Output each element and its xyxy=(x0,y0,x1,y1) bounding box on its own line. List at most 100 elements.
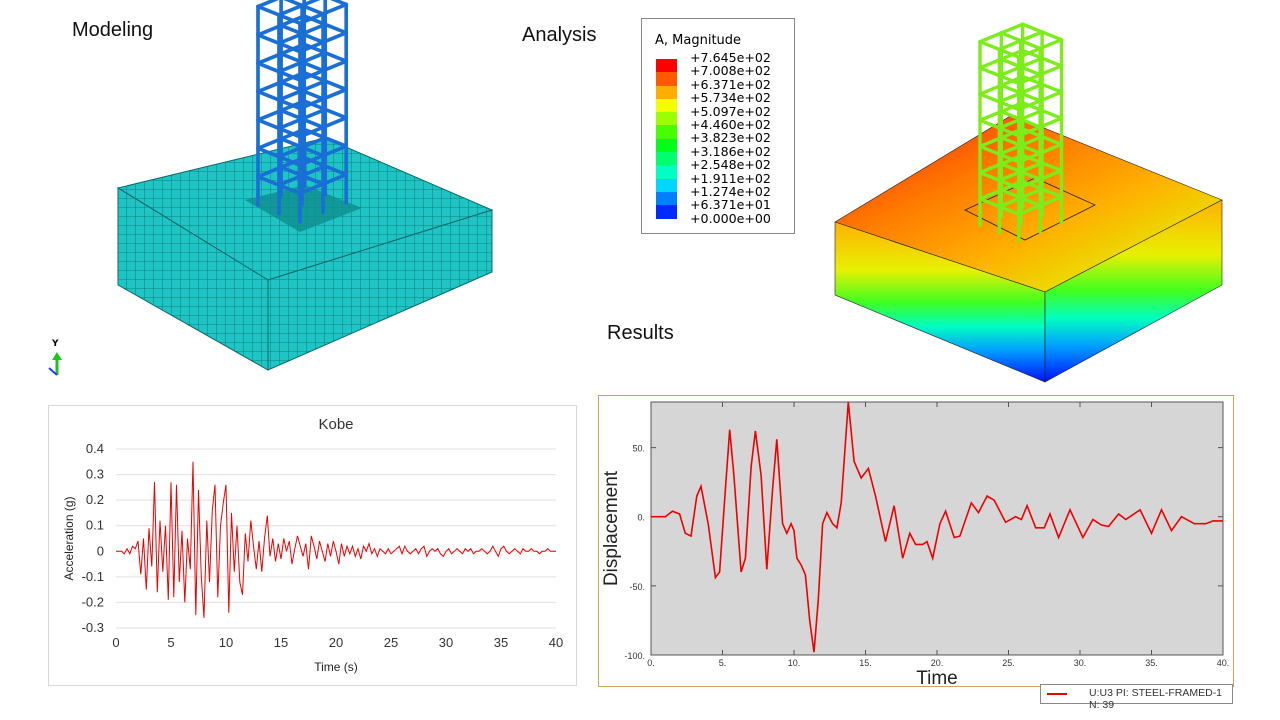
x-tick-label: 35. xyxy=(1145,658,1158,668)
frame-member xyxy=(277,79,328,102)
displacement-chart: 50. 0. -50. -100. 0. 5. 10. 15. 20. 25. 30. 35. 40. T… xyxy=(598,395,1234,689)
frame-member xyxy=(997,30,1044,52)
result-contour xyxy=(834,114,1223,383)
frame-member xyxy=(997,108,1044,130)
x-tick-label: 10 xyxy=(219,635,233,650)
y-tick-label: -50. xyxy=(629,582,645,592)
model-views: Y xyxy=(48,0,1223,383)
frame-member xyxy=(298,144,349,167)
contour-value: +3.823e+02 xyxy=(690,130,771,146)
frame-member xyxy=(298,116,349,139)
contour-value: +6.371e+01 xyxy=(690,197,771,213)
x-tick-label: 25. xyxy=(1002,658,1015,668)
contour-value: +3.186e+02 xyxy=(690,143,771,159)
x-tick-label: 15 xyxy=(274,635,288,650)
modeling-label: Modeling xyxy=(72,19,154,41)
y-tick-label: 50. xyxy=(632,444,645,454)
kobe-acceleration-chart: 0.4 0.3 0.2 0.1 0 -0.1 -0.2 -0.3 0 5 10 15 20 25 30 35 4… xyxy=(48,405,577,686)
y-tick-label: 0.1 xyxy=(86,518,104,533)
x-tick-label: 10. xyxy=(788,658,801,668)
frame-member xyxy=(277,135,328,159)
y-tick-label: -0.3 xyxy=(82,620,104,635)
x-axis-label: Time (s) xyxy=(314,660,358,674)
frame-member xyxy=(1017,64,1064,86)
contour-value: +4.460e+02 xyxy=(690,117,771,133)
y-tick-label: -0.2 xyxy=(82,594,104,609)
contour-color-bands xyxy=(656,59,677,219)
model-mesh xyxy=(116,137,494,371)
color-band xyxy=(656,178,677,192)
frame-member xyxy=(1017,38,1064,59)
frame-member xyxy=(978,48,1025,70)
x-tick-label: 15. xyxy=(859,658,872,668)
frame-member xyxy=(997,56,1044,78)
axis-y-label: Y xyxy=(51,339,59,349)
color-band xyxy=(656,152,677,166)
y-tick-label: 0.2 xyxy=(86,492,104,507)
contour-value: +1.911e+02 xyxy=(690,170,771,186)
color-band xyxy=(656,191,677,206)
frame-member xyxy=(298,172,349,196)
y-tick-label: 0.3 xyxy=(86,467,104,482)
frame-member xyxy=(256,14,307,37)
color-band xyxy=(656,165,677,179)
frame-member xyxy=(978,74,1025,96)
color-band xyxy=(656,59,677,73)
contour-value: +7.645e+02 xyxy=(690,50,771,65)
frame-member xyxy=(256,155,307,179)
x-tick-label: 25 xyxy=(384,635,398,650)
analysis-label: Analysis xyxy=(522,24,597,46)
frame-member xyxy=(1017,195,1064,217)
frame-member xyxy=(256,70,307,94)
frame-member xyxy=(298,30,349,54)
y-tick-label: 0.4 xyxy=(86,441,104,456)
y-tick-label: -100. xyxy=(624,651,645,661)
color-band xyxy=(656,85,677,99)
frame-member xyxy=(1017,168,1064,190)
contour-value: +0.000e+00 xyxy=(690,210,771,226)
legend-swatch xyxy=(1047,693,1067,695)
x-tick-label: 40. xyxy=(1217,658,1230,668)
frame-member xyxy=(256,99,307,122)
frame-member xyxy=(256,127,307,151)
frame-member xyxy=(277,50,328,74)
frame-member xyxy=(277,22,328,46)
x-tick-label: 30. xyxy=(1074,658,1087,668)
contour-value: +5.097e+02 xyxy=(690,103,771,119)
frame-member xyxy=(277,164,328,187)
frame-member xyxy=(978,127,1025,149)
frame-member xyxy=(277,107,328,131)
frame-member xyxy=(1017,116,1064,138)
frame-member xyxy=(978,153,1025,175)
frame-member xyxy=(978,179,1025,201)
series-line xyxy=(116,461,556,618)
x-tick-label: 20 xyxy=(329,635,343,650)
frame-member xyxy=(256,42,307,66)
x-tick-label: 40 xyxy=(549,635,563,650)
y-axis-label: Displacement xyxy=(601,470,622,586)
y-tick-label: -0.1 xyxy=(82,569,104,584)
y-axis-label: Acceleration (g) xyxy=(62,496,76,580)
x-tick-label: 30 xyxy=(439,635,453,650)
color-band xyxy=(656,138,677,153)
frame-member xyxy=(997,82,1044,104)
contour-values: +7.645e+02 +7.008e+02 +6.371e+02 +5.734e+02… xyxy=(690,50,771,226)
frame-member xyxy=(997,187,1044,209)
frame-member xyxy=(277,0,321,17)
frame-member xyxy=(978,101,1025,122)
y-tick-label: 0. xyxy=(637,513,645,523)
x-tick-label: 5 xyxy=(167,635,174,650)
x-axis-label: Time xyxy=(916,668,958,686)
frame-member xyxy=(256,0,279,9)
contour-value: +6.371e+02 xyxy=(690,76,771,92)
displacement-legend: U:U3 PI: STEEL-FRAMED-1 N: 39 xyxy=(1040,684,1233,711)
x-tick-label: 35 xyxy=(494,635,508,650)
contour-legend-title: A, Magnitude xyxy=(655,33,742,48)
frame-member xyxy=(330,0,349,7)
result-steel-frame xyxy=(978,22,1064,243)
frame-member xyxy=(997,135,1044,156)
x-tick-label: 20. xyxy=(931,658,944,668)
frame-member xyxy=(298,87,349,111)
contour-value: +1.274e+02 xyxy=(690,184,771,200)
x-tick-label: 0 xyxy=(112,635,119,650)
